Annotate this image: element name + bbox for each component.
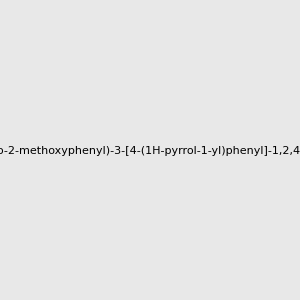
Text: 5-(5-chloro-2-methoxyphenyl)-3-[4-(1H-pyrrol-1-yl)phenyl]-1,2,4-oxadiazole: 5-(5-chloro-2-methoxyphenyl)-3-[4-(1H-py… (0, 146, 300, 157)
